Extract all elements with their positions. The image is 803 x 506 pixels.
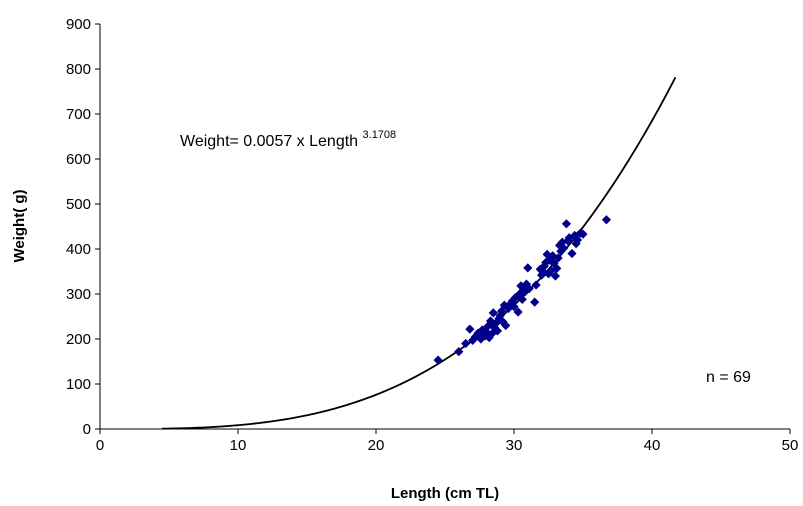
data-point bbox=[556, 246, 566, 256]
data-point bbox=[561, 219, 572, 229]
data-point bbox=[538, 266, 548, 277]
data-point bbox=[513, 307, 523, 317]
x-tick-label: 20 bbox=[368, 437, 385, 454]
data-point bbox=[520, 287, 530, 297]
data-point bbox=[492, 326, 503, 336]
data-point bbox=[550, 271, 560, 281]
data-point bbox=[503, 303, 514, 313]
data-point bbox=[537, 270, 547, 280]
data-point bbox=[570, 230, 580, 241]
y-tick-label: 600 bbox=[66, 151, 91, 168]
data-point bbox=[487, 329, 497, 339]
data-point bbox=[480, 331, 490, 341]
y-tick-label: 200 bbox=[66, 331, 91, 348]
data-point bbox=[601, 215, 612, 225]
data-point bbox=[542, 249, 552, 259]
x-tick-label: 30 bbox=[506, 437, 523, 454]
data-point bbox=[552, 263, 562, 273]
y-tick-label: 800 bbox=[66, 61, 91, 78]
data-point bbox=[524, 284, 534, 294]
y-tick-label: 700 bbox=[66, 106, 91, 123]
y-tick-label: 900 bbox=[66, 16, 91, 33]
data-point bbox=[535, 264, 545, 274]
data-point bbox=[509, 302, 519, 312]
data-point bbox=[483, 321, 493, 331]
x-tick-label: 10 bbox=[230, 437, 247, 454]
x-tick-label: 0 bbox=[96, 437, 104, 454]
data-point bbox=[559, 243, 569, 253]
data-point bbox=[517, 294, 527, 304]
data-point bbox=[553, 253, 563, 263]
data-point bbox=[465, 324, 475, 334]
data-point bbox=[501, 320, 511, 331]
data-point bbox=[468, 335, 478, 345]
x-tick-label: 50 bbox=[782, 437, 799, 454]
data-point bbox=[530, 297, 540, 307]
equation-text: Weight= 0.0057 x Length bbox=[180, 133, 358, 150]
data-point bbox=[541, 257, 551, 268]
data-point bbox=[454, 347, 464, 357]
x-axis-title: Length (cm TL) bbox=[391, 485, 499, 502]
data-point bbox=[572, 235, 583, 245]
y-tick-label: 100 bbox=[66, 376, 91, 393]
data-point bbox=[549, 258, 559, 268]
data-point bbox=[495, 311, 505, 321]
data-point bbox=[488, 308, 498, 318]
equation-annotation: Weight= 0.0057 x Length 3.1708 bbox=[180, 129, 396, 150]
data-point bbox=[531, 280, 541, 290]
y-tick-label: 0 bbox=[83, 421, 91, 438]
data-point bbox=[510, 293, 520, 303]
data-point bbox=[546, 266, 556, 276]
data-point bbox=[498, 317, 508, 327]
data-point bbox=[523, 263, 533, 273]
data-point bbox=[496, 306, 507, 316]
y-tick-label: 300 bbox=[66, 286, 91, 303]
data-point bbox=[433, 355, 443, 365]
fit-curve bbox=[162, 76, 677, 430]
data-point bbox=[484, 333, 494, 343]
sample-size-label: n = 69 bbox=[706, 369, 751, 386]
y-tick-label: 500 bbox=[66, 196, 91, 213]
data-point bbox=[557, 237, 567, 247]
data-point bbox=[578, 229, 588, 239]
equation-exponent: 3.1708 bbox=[363, 129, 397, 141]
y-tick-label: 400 bbox=[66, 241, 91, 258]
data-point bbox=[521, 279, 532, 289]
x-tick-label: 40 bbox=[644, 437, 661, 454]
data-point bbox=[567, 248, 577, 259]
data-point bbox=[571, 239, 581, 249]
data-point bbox=[461, 338, 471, 349]
data-point bbox=[554, 240, 565, 250]
data-point bbox=[516, 281, 526, 291]
data-point bbox=[539, 261, 549, 271]
y-axis-title: Weight( g) bbox=[11, 189, 28, 262]
